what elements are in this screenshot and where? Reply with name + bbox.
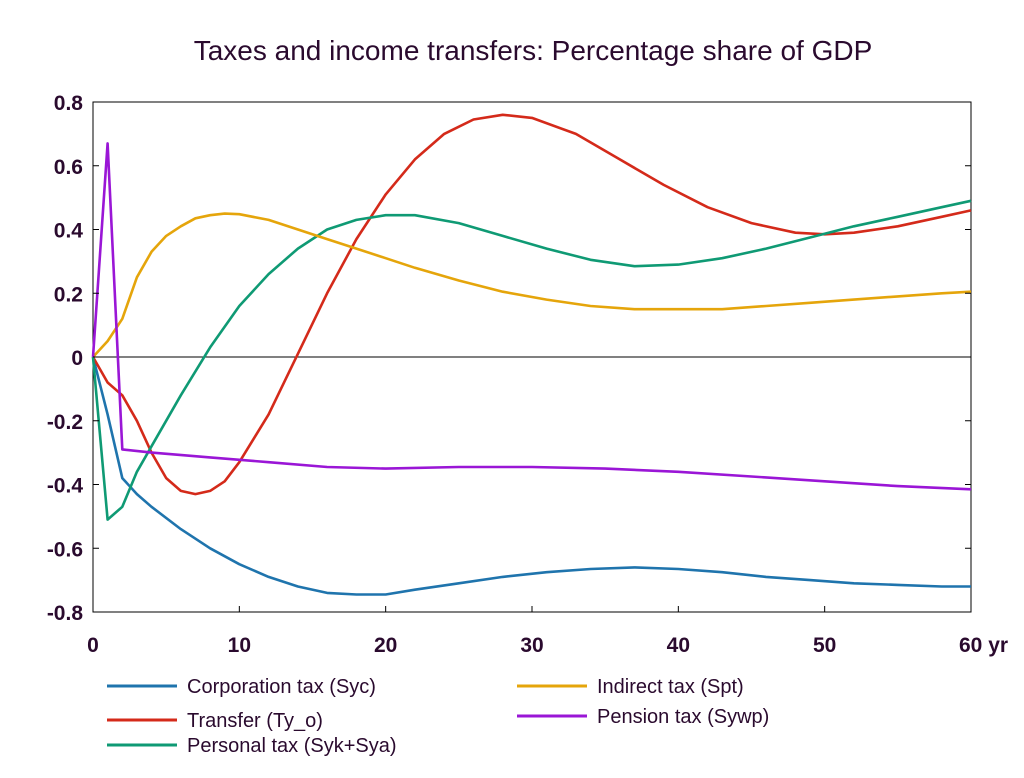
legend-item: Corporation tax (Syc) bbox=[107, 676, 376, 698]
series-0 bbox=[91, 356, 971, 596]
y-tick-label: -0.6 bbox=[47, 538, 83, 561]
chart-title: Taxes and income transfers: Percentage s… bbox=[194, 35, 873, 66]
legend-label: Transfer (Ty_o) bbox=[187, 710, 323, 732]
series-3 bbox=[92, 212, 972, 358]
series-1 bbox=[91, 113, 972, 496]
series-2 bbox=[91, 199, 972, 521]
y-tick-label: -0.2 bbox=[47, 411, 83, 434]
y-tick-label: 0 bbox=[71, 347, 83, 370]
series-line bbox=[91, 142, 972, 491]
legend-item: Transfer (Ty_o) bbox=[107, 710, 323, 732]
series-4 bbox=[91, 142, 972, 491]
y-tick-label: 0.6 bbox=[54, 156, 83, 179]
series-line bbox=[91, 356, 971, 596]
x-tick-label: 20 bbox=[374, 634, 397, 657]
legend-label: Personal tax (Syk+Sya) bbox=[187, 735, 397, 757]
legend-item: Pension tax (Sywp) bbox=[517, 706, 769, 728]
series-line bbox=[91, 199, 972, 521]
legend-label: Indirect tax (Spt) bbox=[597, 676, 744, 698]
legend-item: Indirect tax (Spt) bbox=[517, 676, 744, 698]
series-line bbox=[92, 212, 972, 358]
y-tick-label: 0.8 bbox=[54, 92, 84, 115]
series-line bbox=[91, 113, 972, 496]
legend-label: Pension tax (Sywp) bbox=[597, 706, 769, 728]
x-tick-label: 30 bbox=[520, 634, 543, 657]
y-tick-label: -0.8 bbox=[47, 602, 84, 625]
legend-label: Corporation tax (Syc) bbox=[187, 676, 376, 698]
x-tick-label: 0 bbox=[87, 634, 99, 657]
legend-item: Personal tax (Syk+Sya) bbox=[107, 735, 397, 757]
x-tick-label: 10 bbox=[228, 634, 251, 657]
x-tick-label: 60 yr bbox=[959, 634, 1008, 657]
x-tick-label: 50 bbox=[813, 634, 836, 657]
y-tick-label: 0.4 bbox=[54, 220, 84, 243]
y-tick-label: -0.4 bbox=[47, 475, 84, 498]
y-tick-label: 0.2 bbox=[54, 283, 83, 306]
x-tick-label: 40 bbox=[667, 634, 690, 657]
